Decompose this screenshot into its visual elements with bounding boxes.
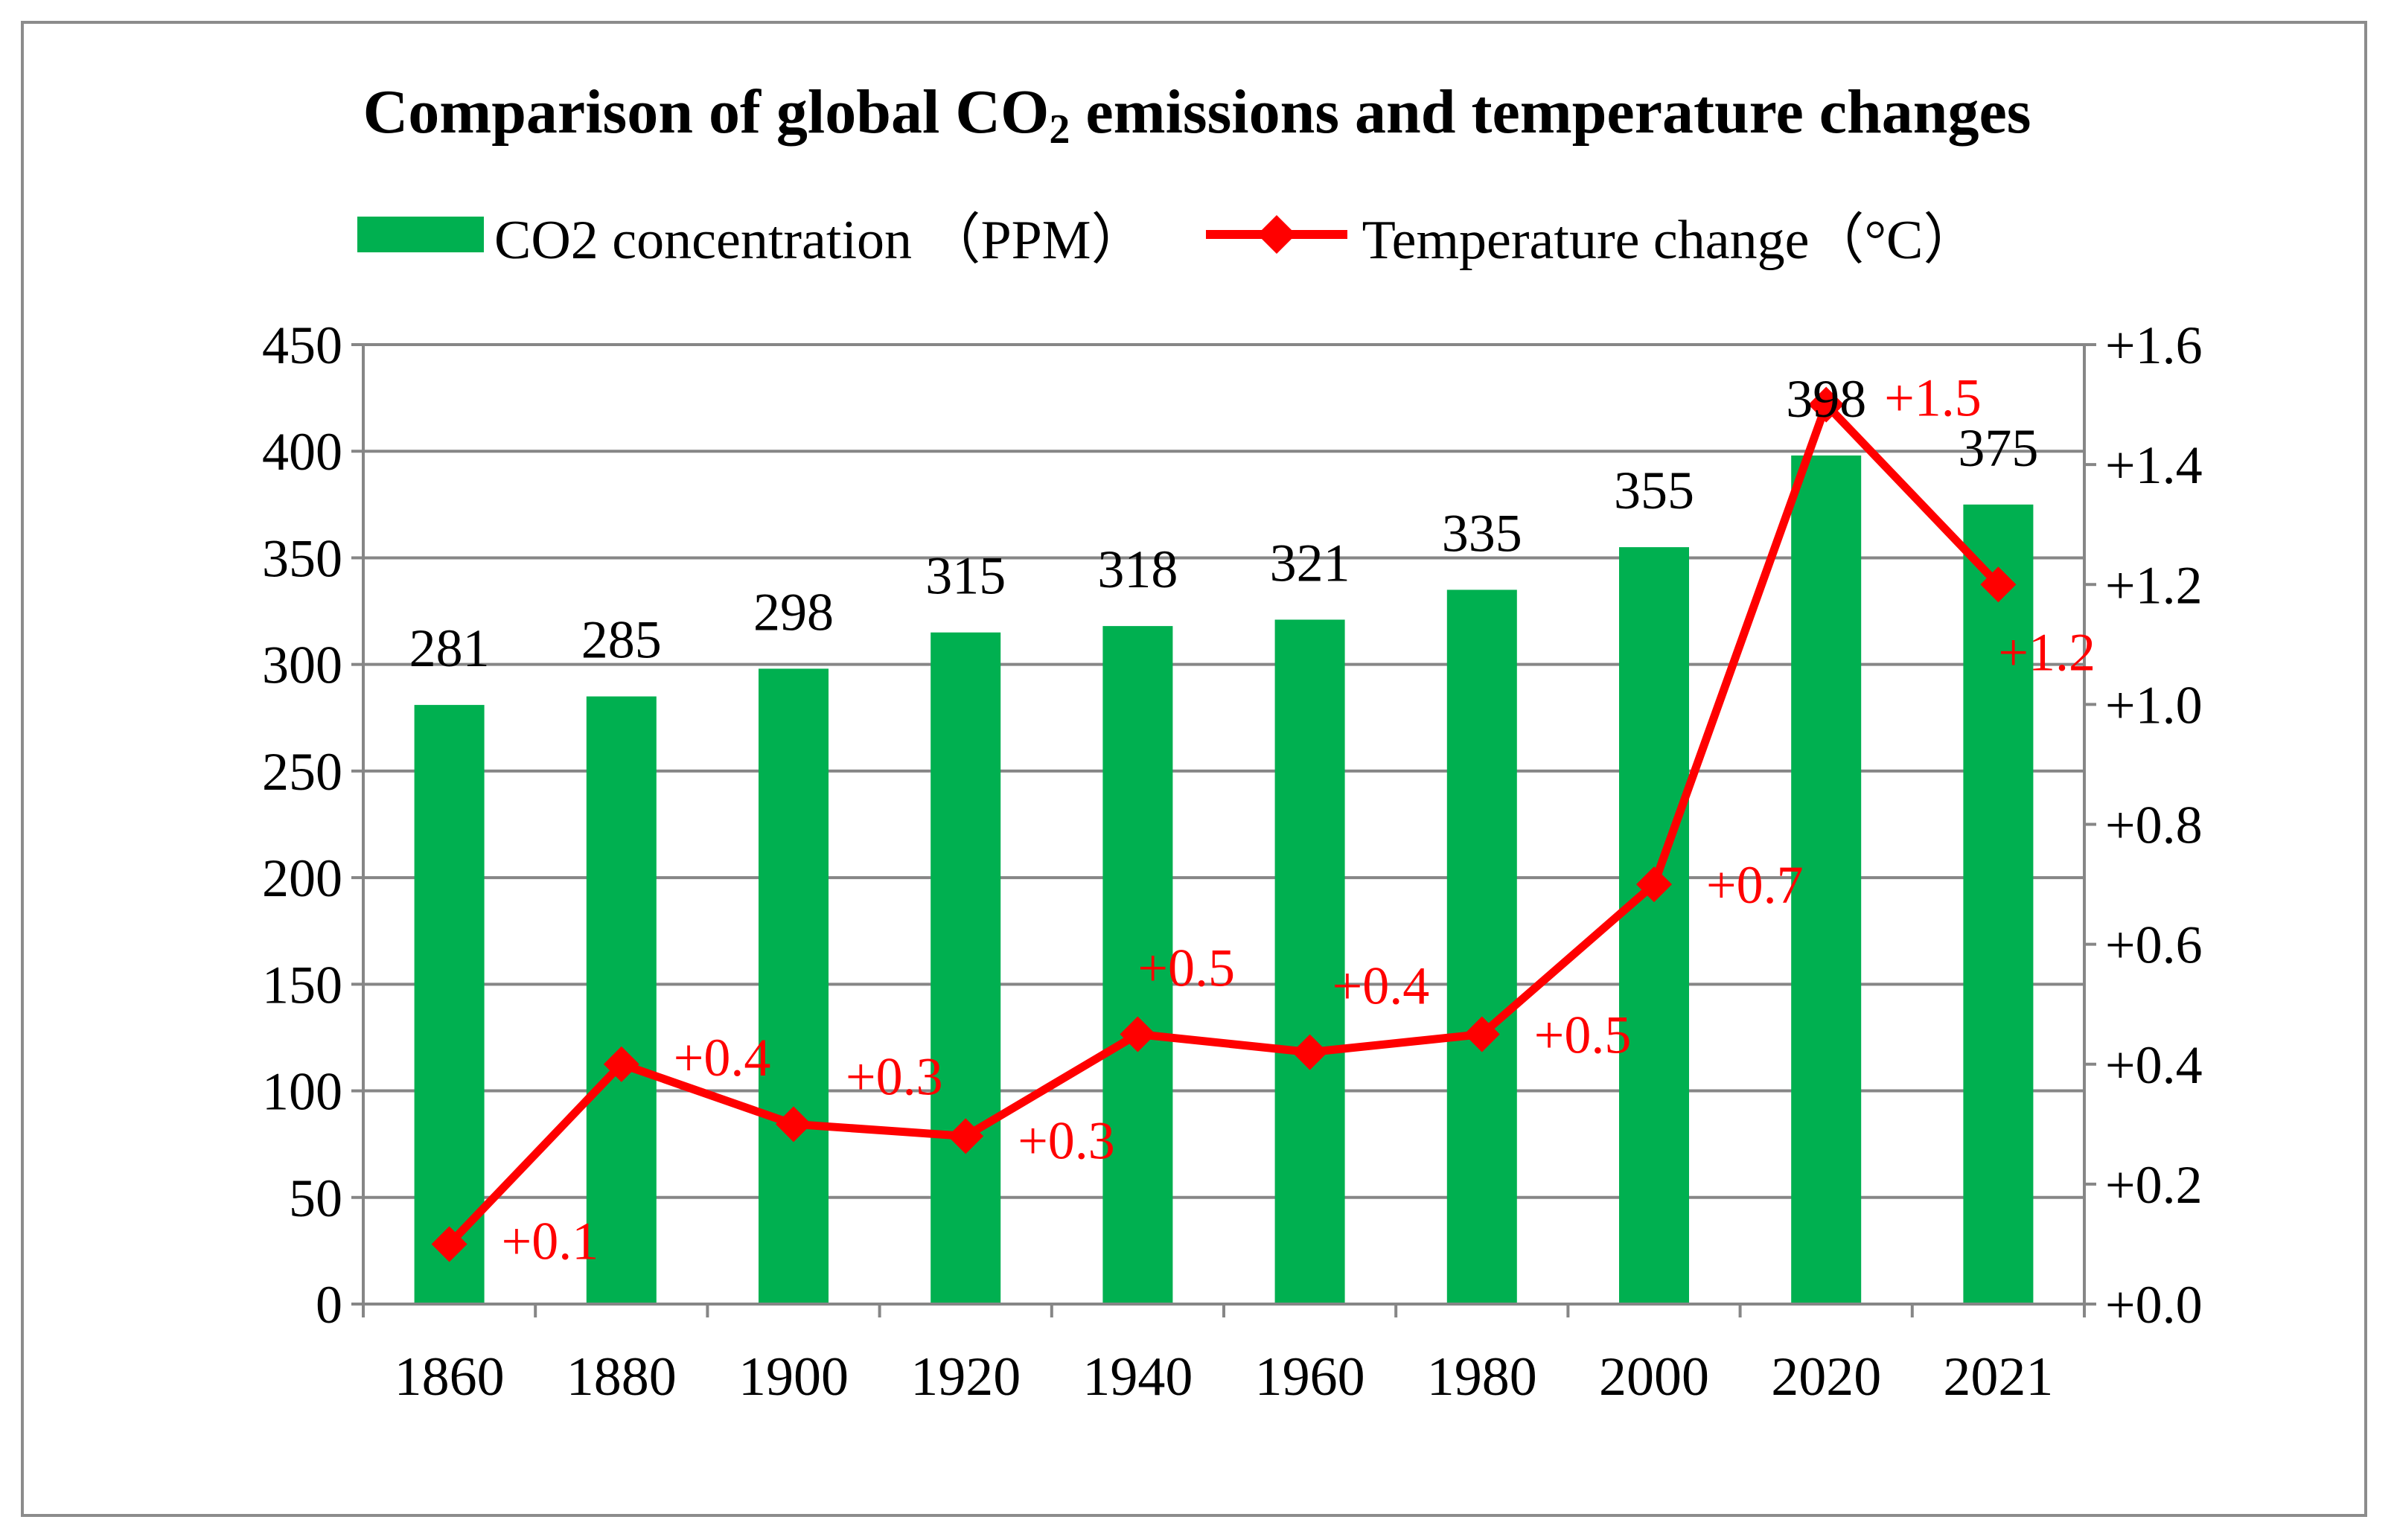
bar-2000 xyxy=(1619,547,1689,1304)
temperature-marker-1960 xyxy=(1292,1034,1328,1070)
bar-value-label: 315 xyxy=(925,546,1006,606)
x-tick-label: 1920 xyxy=(910,1346,1021,1408)
y-left-tick-label: 100 xyxy=(262,1062,342,1122)
data-labels: 281 285 298 315 318 321 335 355 398 375 +0.1 +0.4 +0… xyxy=(409,368,2095,1271)
chart-title-suffix: emissions and temperature changes xyxy=(1070,77,2031,147)
y-right-tick-label: +1.2 xyxy=(2105,555,2203,615)
x-tick-label: 2021 xyxy=(1943,1346,2053,1408)
temperature-marker-1900 xyxy=(776,1106,811,1143)
y-right-tick-label: +0.6 xyxy=(2105,916,2203,975)
y-left-tick-label: 250 xyxy=(262,742,342,802)
chart-legend: CO2 concentration （PPM） Temperature chan… xyxy=(357,201,2037,271)
bar-series xyxy=(414,455,2034,1305)
temperature-value-label: +1.5 xyxy=(1884,368,1982,428)
temperature-value-label: +0.5 xyxy=(1534,1005,1632,1064)
bar-value-label: 375 xyxy=(1958,418,2038,478)
temperature-marker-1860 xyxy=(431,1226,467,1262)
y-right-tick-label: +0.2 xyxy=(2105,1155,2203,1215)
legend-swatch-line xyxy=(1205,215,1347,254)
temperature-value-label: +0.5 xyxy=(1137,938,1235,997)
line-series xyxy=(431,386,2017,1262)
temperature-value-label: +0.4 xyxy=(674,1028,771,1087)
bar-value-label: 321 xyxy=(1270,534,1350,593)
bar-1980 xyxy=(1446,590,1517,1304)
legend-item-co2: CO2 concentration （PPM） xyxy=(357,195,1146,275)
temperature-marker-2020 xyxy=(1808,386,1845,423)
bar-2020 xyxy=(1791,455,1862,1304)
bar-value-label: 355 xyxy=(1614,461,1694,520)
x-tick-label: 2020 xyxy=(1771,1346,1881,1408)
y-left-tick-label: 150 xyxy=(262,955,342,1015)
legend-swatch-bar xyxy=(357,217,484,252)
bar-1860 xyxy=(414,705,485,1304)
bar-value-label: 285 xyxy=(581,610,662,670)
y-right-tick-label: +1.4 xyxy=(2105,435,2203,495)
bar-2021 xyxy=(1963,504,2034,1305)
y-right-tick-label: +0.4 xyxy=(2105,1035,2203,1095)
y-left-tick-label: 350 xyxy=(262,528,342,588)
bar-1920 xyxy=(931,632,1001,1304)
y-right-tick-label: +0.8 xyxy=(2105,796,2203,855)
bar-value-label: 281 xyxy=(409,619,490,678)
chart-title: Comparison of global CO2 emissions and t… xyxy=(0,76,2394,153)
y-left-tick-label: 0 xyxy=(316,1275,342,1335)
y-left-tick-label: 300 xyxy=(262,636,342,695)
legend-label-co2: CO2 concentration （PPM） xyxy=(494,209,1146,271)
temperature-marker-1940 xyxy=(1120,1016,1156,1052)
temperature-value-label: +0.1 xyxy=(502,1211,599,1271)
x-tick-label: 2000 xyxy=(1599,1346,1709,1408)
y-left-tick-label: 400 xyxy=(262,422,342,482)
bar-1880 xyxy=(586,696,657,1304)
bar-value-label: 398 xyxy=(1786,369,1866,429)
y-right-tick-label: +0.0 xyxy=(2105,1275,2203,1335)
chart-title-subscript: 2 xyxy=(1049,106,1070,153)
x-tick-label: 1880 xyxy=(566,1346,677,1408)
chart-title-main: Comparison of global CO xyxy=(363,77,1050,147)
temperature-marker-2021 xyxy=(1980,566,2017,603)
x-tick-label: 1860 xyxy=(395,1346,505,1408)
y-left-tick-label: 200 xyxy=(262,849,342,908)
axes: 0 50 100 150 200 250 300 350 400 450 +0.0 +0.2 +0.4 +… xyxy=(262,316,2203,1408)
temperature-marker-1920 xyxy=(948,1118,984,1154)
temperature-line xyxy=(446,400,2002,1247)
legend-item-temperature: Temperature change（°C） xyxy=(1205,195,1979,275)
bar-1900 xyxy=(759,668,829,1304)
temperature-value-label: +0.4 xyxy=(1332,956,1430,1016)
legend-label-temperature: Temperature change（°C） xyxy=(1362,209,1979,271)
temperature-value-label: +0.7 xyxy=(1706,855,1804,915)
bar-value-label: 298 xyxy=(753,582,834,642)
y-right-tick-label: +1.6 xyxy=(2105,316,2203,375)
y-left-tick-label: 50 xyxy=(289,1169,342,1228)
bar-1960 xyxy=(1274,619,1345,1304)
temperature-value-label: +0.3 xyxy=(846,1047,943,1106)
bar-value-label: 318 xyxy=(1097,540,1178,599)
x-tick-label: 1980 xyxy=(1427,1346,1537,1408)
x-tick-label: 1940 xyxy=(1082,1346,1193,1408)
bar-value-label: 335 xyxy=(1442,503,1522,563)
temperature-marker-2000 xyxy=(1636,866,1672,903)
temperature-value-label: +0.3 xyxy=(1018,1111,1115,1170)
y-left-tick-label: 450 xyxy=(262,316,342,375)
temperature-value-label: +1.2 xyxy=(1998,622,2095,682)
x-tick-label: 1900 xyxy=(738,1346,849,1408)
temperature-marker-1980 xyxy=(1463,1016,1500,1052)
x-tick-label: 1960 xyxy=(1255,1346,1365,1408)
temperature-marker-1880 xyxy=(603,1046,639,1082)
y-right-tick-label: +1.0 xyxy=(2105,675,2203,735)
bar-1940 xyxy=(1102,626,1173,1304)
